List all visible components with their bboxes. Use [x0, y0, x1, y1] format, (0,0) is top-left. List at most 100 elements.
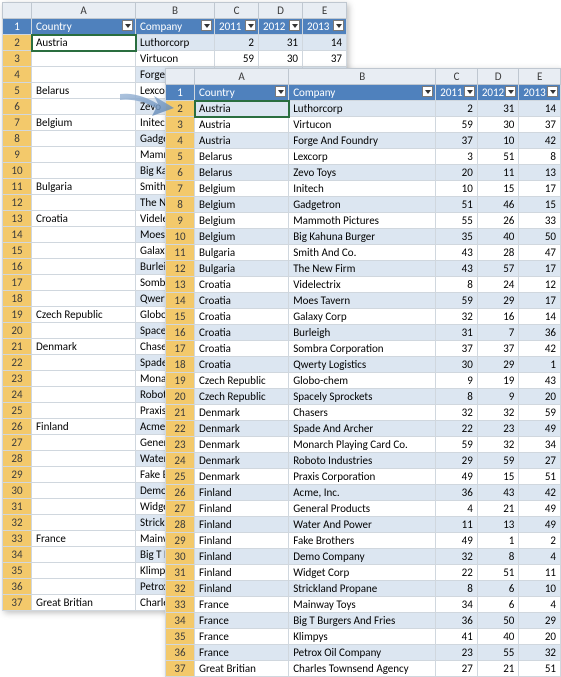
- cell-2013[interactable]: 32: [519, 645, 561, 661]
- cell-2011[interactable]: 29: [436, 453, 478, 469]
- cell-2013[interactable]: 20: [519, 629, 561, 645]
- cell-country[interactable]: [32, 67, 136, 83]
- cell-2011[interactable]: 8: [436, 389, 478, 405]
- cell-2012[interactable]: 21: [477, 661, 519, 677]
- row-header[interactable]: 13: [3, 211, 32, 227]
- cell-company[interactable]: Galaxy Corp: [289, 309, 436, 325]
- row-header[interactable]: 6: [3, 99, 32, 115]
- cell-company[interactable]: Videlectrix: [289, 277, 436, 293]
- row-header[interactable]: 18: [166, 357, 195, 373]
- row-header[interactable]: 8: [3, 131, 32, 147]
- cell-2013[interactable]: 50: [519, 229, 561, 245]
- cell-2012[interactable]: 23: [477, 421, 519, 437]
- cell-country[interactable]: France: [195, 645, 289, 661]
- row-header[interactable]: 3: [166, 117, 195, 133]
- cell-2013[interactable]: 49: [519, 517, 561, 533]
- cell-company[interactable]: Sombra Corporation: [289, 341, 436, 357]
- cell-country[interactable]: Finland: [195, 517, 289, 533]
- row-header[interactable]: 7: [166, 181, 195, 197]
- cell-company[interactable]: Big Kahuna Burger: [289, 229, 436, 245]
- row-header[interactable]: 24: [166, 453, 195, 469]
- cell-company[interactable]: Demo Company: [289, 549, 436, 565]
- table-header-1[interactable]: Company: [136, 19, 215, 35]
- cell-2012[interactable]: 1: [477, 533, 519, 549]
- col-header-B[interactable]: B: [136, 3, 215, 19]
- row-header[interactable]: 20: [3, 323, 32, 339]
- cell-2011[interactable]: 51: [436, 197, 478, 213]
- cell-company[interactable]: Big T Burgers And Fries: [289, 613, 436, 629]
- filter-dropdown-icon[interactable]: [505, 86, 516, 97]
- row-header[interactable]: 22: [3, 355, 32, 371]
- cell-2013[interactable]: 59: [519, 405, 561, 421]
- cell-2013[interactable]: 33: [519, 213, 561, 229]
- cell-country[interactable]: France: [195, 629, 289, 645]
- cell-country[interactable]: [32, 515, 136, 531]
- row-header[interactable]: 11: [3, 179, 32, 195]
- cell-2012[interactable]: 11: [477, 165, 519, 181]
- cell-2011[interactable]: 43: [436, 261, 478, 277]
- cell-country[interactable]: Belgium: [195, 213, 289, 229]
- cell-country[interactable]: [32, 163, 136, 179]
- cell-country[interactable]: Croatia: [195, 309, 289, 325]
- col-header-E[interactable]: E: [519, 69, 561, 85]
- col-header-C[interactable]: C: [215, 3, 259, 19]
- cell-2012[interactable]: 31: [259, 35, 303, 51]
- cell-2011[interactable]: 34: [436, 597, 478, 613]
- row-header[interactable]: 36: [166, 645, 195, 661]
- cell-country[interactable]: [32, 387, 136, 403]
- row-header[interactable]: 35: [3, 563, 32, 579]
- row-header[interactable]: 4: [3, 67, 32, 83]
- cell-company[interactable]: Burleigh: [289, 325, 436, 341]
- row-header[interactable]: 23: [166, 437, 195, 453]
- cell-country[interactable]: Belgium: [195, 197, 289, 213]
- cell-country[interactable]: Finland: [195, 533, 289, 549]
- cell-country[interactable]: Denmark: [195, 469, 289, 485]
- cell-2011[interactable]: 43: [436, 245, 478, 261]
- cell-2013[interactable]: 34: [519, 437, 561, 453]
- row-header[interactable]: 31: [166, 565, 195, 581]
- cell-company[interactable]: Water And Power: [289, 517, 436, 533]
- cell-country[interactable]: Croatia: [32, 211, 136, 227]
- cell-2012[interactable]: 30: [259, 51, 303, 67]
- cell-2011[interactable]: 20: [436, 165, 478, 181]
- filter-dropdown-icon[interactable]: [245, 20, 256, 31]
- table-header-1[interactable]: Company: [289, 85, 436, 101]
- cell-2013[interactable]: 20: [519, 389, 561, 405]
- cell-2013[interactable]: 4: [519, 549, 561, 565]
- table-header-0[interactable]: Country: [195, 85, 289, 101]
- cell-country[interactable]: Finland: [195, 581, 289, 597]
- row-header[interactable]: 9: [3, 147, 32, 163]
- cell-2012[interactable]: 57: [477, 261, 519, 277]
- cell-country[interactable]: [32, 195, 136, 211]
- cell-company[interactable]: Virtucon: [136, 51, 215, 67]
- cell-2013[interactable]: 12: [519, 277, 561, 293]
- cell-2011[interactable]: 32: [436, 405, 478, 421]
- cell-2013[interactable]: 47: [519, 245, 561, 261]
- cell-company[interactable]: The New Firm: [289, 261, 436, 277]
- row-header[interactable]: 26: [3, 419, 32, 435]
- table-header-4[interactable]: 2013: [303, 19, 347, 35]
- cell-country[interactable]: Finland: [195, 501, 289, 517]
- row-header[interactable]: 16: [3, 259, 32, 275]
- cell-country[interactable]: Denmark: [195, 405, 289, 421]
- cell-2011[interactable]: 55: [436, 213, 478, 229]
- cell-2012[interactable]: 29: [477, 293, 519, 309]
- cell-2013[interactable]: 14: [519, 309, 561, 325]
- row-header[interactable]: 1: [166, 85, 195, 101]
- cell-country[interactable]: Austria: [195, 117, 289, 133]
- cell-country[interactable]: [32, 259, 136, 275]
- filter-dropdown-icon[interactable]: [464, 86, 475, 97]
- cell-country[interactable]: [32, 243, 136, 259]
- cell-2011[interactable]: 30: [436, 357, 478, 373]
- row-header[interactable]: 33: [3, 531, 32, 547]
- row-header[interactable]: 22: [166, 421, 195, 437]
- row-header[interactable]: 17: [166, 341, 195, 357]
- table-header-3[interactable]: 2012: [259, 19, 303, 35]
- row-header[interactable]: 18: [3, 291, 32, 307]
- cell-company[interactable]: Initech: [289, 181, 436, 197]
- col-header-A[interactable]: A: [32, 3, 136, 19]
- row-header[interactable]: 35: [166, 629, 195, 645]
- cell-2011[interactable]: 31: [436, 325, 478, 341]
- row-header[interactable]: 5: [3, 83, 32, 99]
- cell-country[interactable]: Czech Republic: [32, 307, 136, 323]
